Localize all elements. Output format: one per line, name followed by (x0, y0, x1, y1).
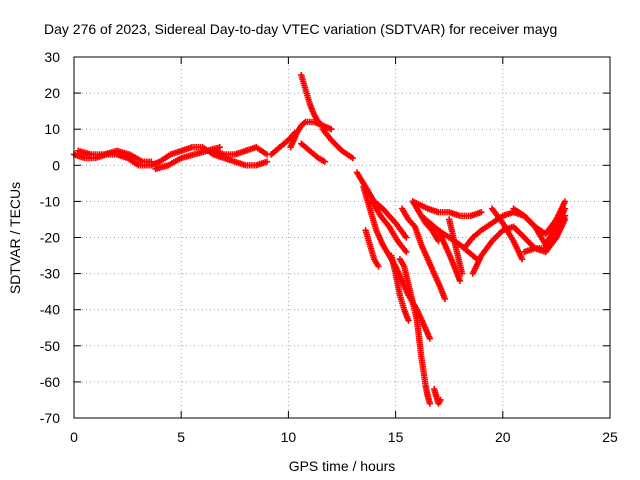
series-track-b (75, 147, 155, 165)
data-point (263, 158, 271, 165)
y-tick-label: -30 (40, 266, 60, 282)
y-tick-label: 10 (44, 121, 60, 137)
y-tick-label: -40 (40, 302, 60, 318)
y-tick-label: -60 (40, 374, 60, 390)
series-track-p (388, 252, 412, 324)
data-point (458, 270, 466, 277)
data-point (441, 295, 449, 303)
series-track-j (298, 140, 329, 165)
y-tick-label: 0 (52, 157, 60, 173)
series-track-ac (521, 216, 569, 256)
data-point (426, 335, 434, 342)
y-tick-label: -70 (40, 410, 60, 426)
series-track-x (446, 216, 466, 277)
grid (74, 57, 610, 418)
series-track-k (319, 126, 356, 162)
series-track-w (435, 227, 464, 285)
y-tick-label: 30 (44, 49, 60, 65)
data-point (561, 198, 569, 205)
x-tick-label: 10 (281, 429, 297, 445)
y-axis-label: SDTVAR / TECUs (7, 182, 23, 294)
data-point (216, 144, 223, 151)
data-point (437, 396, 444, 404)
data-point (456, 277, 464, 285)
series-track-c (147, 144, 271, 169)
data-point (349, 154, 356, 162)
series-track-u (409, 198, 485, 220)
series-track-e (210, 144, 271, 158)
y-tick-label: -10 (40, 193, 60, 209)
x-tick-label: 20 (495, 429, 511, 445)
chart-title: Day 276 of 2023, Sidereal Day-to-day VTE… (44, 21, 557, 37)
data-point (328, 126, 335, 133)
series-track-r (430, 385, 444, 407)
y-tick-label: -50 (40, 338, 60, 354)
data-point (561, 216, 569, 223)
series-track-q (396, 255, 434, 407)
x-tick-label: 0 (70, 429, 78, 445)
series-track-ab (510, 198, 569, 238)
x-axis: 0 5 10 15 20 25 (70, 57, 618, 445)
data-point (321, 158, 329, 165)
data-point (403, 248, 410, 256)
series-track-o (368, 198, 410, 256)
data-point (518, 255, 526, 263)
data-point (375, 263, 382, 270)
data-point (403, 234, 410, 241)
x-tick-label: 5 (177, 429, 185, 445)
series-track-n (362, 227, 382, 270)
data-points (70, 71, 569, 407)
y-axis: -70 -60 -50 -40 -30 -20 -10 0 10 20 30 (40, 49, 610, 426)
series-track-s (398, 205, 449, 303)
data-point (426, 400, 434, 407)
series-track-g (287, 118, 309, 151)
series-track-d (152, 144, 223, 173)
plot-frame (73, 56, 611, 419)
data-point (478, 209, 485, 216)
x-axis-label: GPS time / hours (289, 458, 396, 474)
series-track-aa (488, 205, 526, 263)
x-tick-label: 25 (602, 429, 618, 445)
x-tick-label: 15 (388, 429, 404, 445)
data-point (405, 317, 412, 324)
y-tick-label: 20 (44, 85, 60, 101)
y-tick-label: -20 (40, 230, 60, 246)
